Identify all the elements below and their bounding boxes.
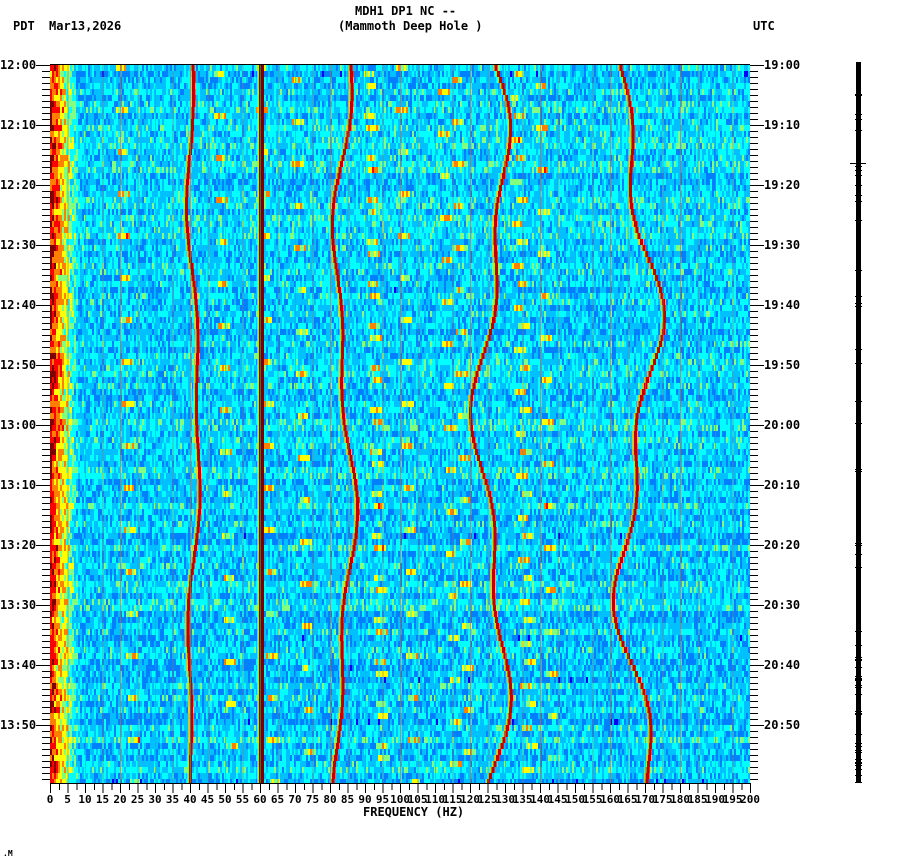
y-tick-label-right: 19:50 bbox=[764, 359, 800, 371]
x-tick-label: 0 bbox=[47, 794, 54, 805]
x-tick-label: 145 bbox=[548, 794, 568, 805]
x-tick-label: 190 bbox=[705, 794, 725, 805]
y-tick-label-right: 19:20 bbox=[764, 179, 800, 191]
y-tick-label-left: 12:00 bbox=[0, 59, 36, 71]
x-tick-label: 45 bbox=[201, 794, 214, 805]
y-tick-label-right: 20:20 bbox=[764, 539, 800, 551]
y-tick-label-right: 20:30 bbox=[764, 599, 800, 611]
x-tick-label: 115 bbox=[443, 794, 463, 805]
x-tick-label: 85 bbox=[341, 794, 354, 805]
x-tick-label: 90 bbox=[358, 794, 371, 805]
footer-mark: .M bbox=[3, 848, 13, 860]
x-tick-label: 5 bbox=[64, 794, 71, 805]
x-tick-label: 185 bbox=[688, 794, 708, 805]
x-tick-label: 60 bbox=[253, 794, 266, 805]
x-tick-label: 180 bbox=[670, 794, 690, 805]
x-tick-label: 200 bbox=[740, 794, 760, 805]
x-axis-title: FREQUENCY (HZ) bbox=[363, 806, 464, 818]
spectrogram-plot bbox=[50, 65, 750, 783]
x-tick-label: 30 bbox=[148, 794, 161, 805]
x-tick-label: 10 bbox=[78, 794, 91, 805]
y-tick-label-left: 13:50 bbox=[0, 719, 36, 731]
y-tick-label-left: 13:00 bbox=[0, 419, 36, 431]
x-tick-label: 95 bbox=[376, 794, 389, 805]
y-tick-label-left: 12:50 bbox=[0, 359, 36, 371]
x-tick-label: 170 bbox=[635, 794, 655, 805]
y-tick-label-right: 20:40 bbox=[764, 659, 800, 671]
right-timezone-label: UTC bbox=[753, 20, 775, 32]
x-tick-label: 100 bbox=[390, 794, 410, 805]
y-tick-label-left: 12:40 bbox=[0, 299, 36, 311]
y-tick-label-left: 13:10 bbox=[0, 479, 36, 491]
x-tick-label: 80 bbox=[323, 794, 336, 805]
y-tick-label-left: 13:30 bbox=[0, 599, 36, 611]
x-tick-label: 55 bbox=[236, 794, 249, 805]
x-tick-label: 65 bbox=[271, 794, 284, 805]
x-tick-label: 150 bbox=[565, 794, 585, 805]
trace-marker bbox=[850, 163, 866, 164]
y-tick-label-right: 20:10 bbox=[764, 479, 800, 491]
x-tick-label: 50 bbox=[218, 794, 231, 805]
y-tick-label-left: 13:40 bbox=[0, 659, 36, 671]
station-title: MDH1 DP1 NC -- bbox=[355, 5, 456, 17]
y-tick-label-left: 12:10 bbox=[0, 119, 36, 131]
x-tick-label: 15 bbox=[96, 794, 109, 805]
x-tick-label: 155 bbox=[583, 794, 603, 805]
y-tick-label-left: 13:20 bbox=[0, 539, 36, 551]
x-tick-label: 110 bbox=[425, 794, 445, 805]
x-tick-label: 135 bbox=[513, 794, 533, 805]
x-tick-label: 20 bbox=[113, 794, 126, 805]
y-tick-label-right: 19:10 bbox=[764, 119, 800, 131]
x-tick-label: 195 bbox=[723, 794, 743, 805]
x-tick-label: 105 bbox=[408, 794, 428, 805]
y-tick-label-right: 20:50 bbox=[764, 719, 800, 731]
left-timezone-label: PDT bbox=[13, 20, 35, 32]
x-tick-label: 40 bbox=[183, 794, 196, 805]
x-tick-label: 120 bbox=[460, 794, 480, 805]
date-label: Mar13,2026 bbox=[49, 20, 121, 32]
x-tick-label: 70 bbox=[288, 794, 301, 805]
site-title: (Mammoth Deep Hole ) bbox=[338, 20, 483, 32]
y-tick-label-right: 19:30 bbox=[764, 239, 800, 251]
y-tick-label-right: 20:00 bbox=[764, 419, 800, 431]
x-tick-label: 140 bbox=[530, 794, 550, 805]
x-tick-label: 125 bbox=[478, 794, 498, 805]
y-tick-label-right: 19:40 bbox=[764, 299, 800, 311]
seismic-trace bbox=[855, 62, 862, 783]
x-tick-label: 25 bbox=[131, 794, 144, 805]
x-tick-label: 160 bbox=[600, 794, 620, 805]
x-tick-label: 165 bbox=[618, 794, 638, 805]
y-tick-label-right: 19:00 bbox=[764, 59, 800, 71]
x-tick-label: 75 bbox=[306, 794, 319, 805]
x-tick-label: 130 bbox=[495, 794, 515, 805]
x-tick-label: 35 bbox=[166, 794, 179, 805]
x-tick-label: 175 bbox=[653, 794, 673, 805]
y-tick-label-left: 12:20 bbox=[0, 179, 36, 191]
y-tick-label-left: 12:30 bbox=[0, 239, 36, 251]
